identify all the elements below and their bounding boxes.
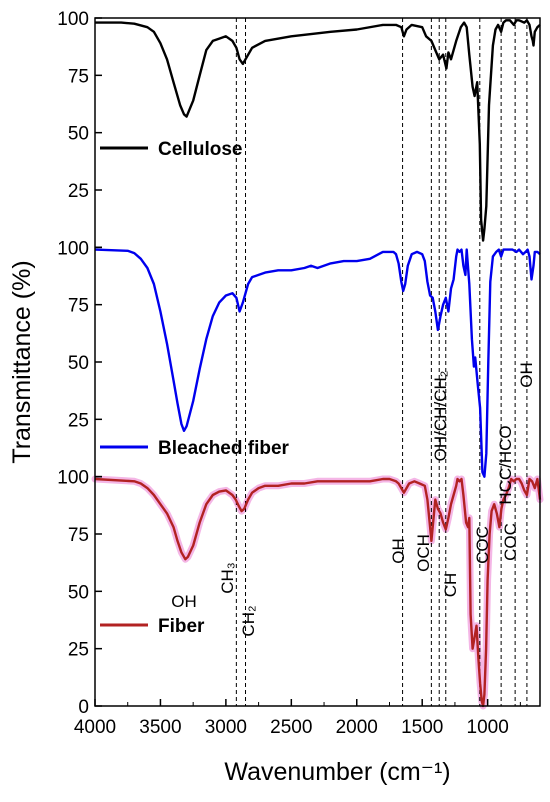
series-line-fiber [94,477,542,708]
annotation-oh-ch-ch2: OH/CH/CH₂ [431,371,450,462]
y-tick-label-panel0-0: 0 [78,697,89,718]
y-tick-label-panel1-25: 25 [68,410,89,431]
series-highlight-fiber [91,475,544,710]
series-line-bleached-fiber [94,248,541,478]
x-tick-label-2500: 2500 [270,717,312,738]
x-tick-label-4000: 4000 [74,717,116,738]
y-tick-label-panel1-75: 75 [68,296,89,317]
legend-label-fiber: Fiber [158,616,205,637]
y-axis-title: Transmittance (%) [8,260,36,463]
annotation-coc-1060: COC [473,526,492,564]
x-tick-label-3000: 3000 [205,717,247,738]
y-tick-label-panel0-25: 25 [68,640,89,661]
y-tick-label-panel2-50: 50 [68,124,89,145]
legend-entry-cellulose: Cellulose [100,139,242,160]
annotation-oh-1650: OH [389,538,408,564]
x-axis-title: Wavenumber (cm⁻¹) [224,758,450,786]
annotation-coc-790: COC [501,523,520,561]
legend-entry-fiber: Fiber [100,616,205,637]
annotation-oh-3400: OH [171,592,197,611]
legend-label-cellulose: Cellulose [158,139,242,160]
legend-label-bleached-fiber: Bleached fiber [158,438,290,459]
series-line-cellulose [95,19,541,242]
annotation-ch2: CH₂ [239,605,258,636]
y-tick-label-panel0-100: 100 [57,468,89,489]
y-tick-label-panel2-25: 25 [68,181,89,202]
annotation-och: OCH [414,534,433,572]
y-tick-label-panel1-50: 50 [68,353,89,374]
annotation-ch: CH [441,573,460,598]
y-tick-label-panel2-75: 75 [68,66,89,87]
y-tick-label-panel2-100: 100 [57,9,89,30]
x-tick-label-1500: 1500 [401,717,443,738]
x-tick-label-3500: 3500 [139,717,181,738]
annotation-hcc-hco: HCC/HCO [496,425,515,504]
legend-entry-bleached-fiber: Bleached fiber [100,438,290,459]
annotation-ch3: CH₃ [218,562,237,593]
y-tick-label-panel1-100: 100 [57,238,89,259]
dashed-lines-layer [235,18,528,706]
x-tick-label-2000: 2000 [336,717,378,738]
x-tick-label-1000: 1000 [467,717,509,738]
series-layer [94,19,542,708]
annotation-oh-700: OH [517,362,536,388]
highlight-layer [91,475,544,710]
ticks-layer: 4000 3500 3000 2500 2000 1500 1000 0 25 50 75 100 25… [57,9,521,738]
y-tick-label-panel0-50: 50 [68,582,89,603]
y-tick-label-panel0-75: 75 [68,525,89,546]
